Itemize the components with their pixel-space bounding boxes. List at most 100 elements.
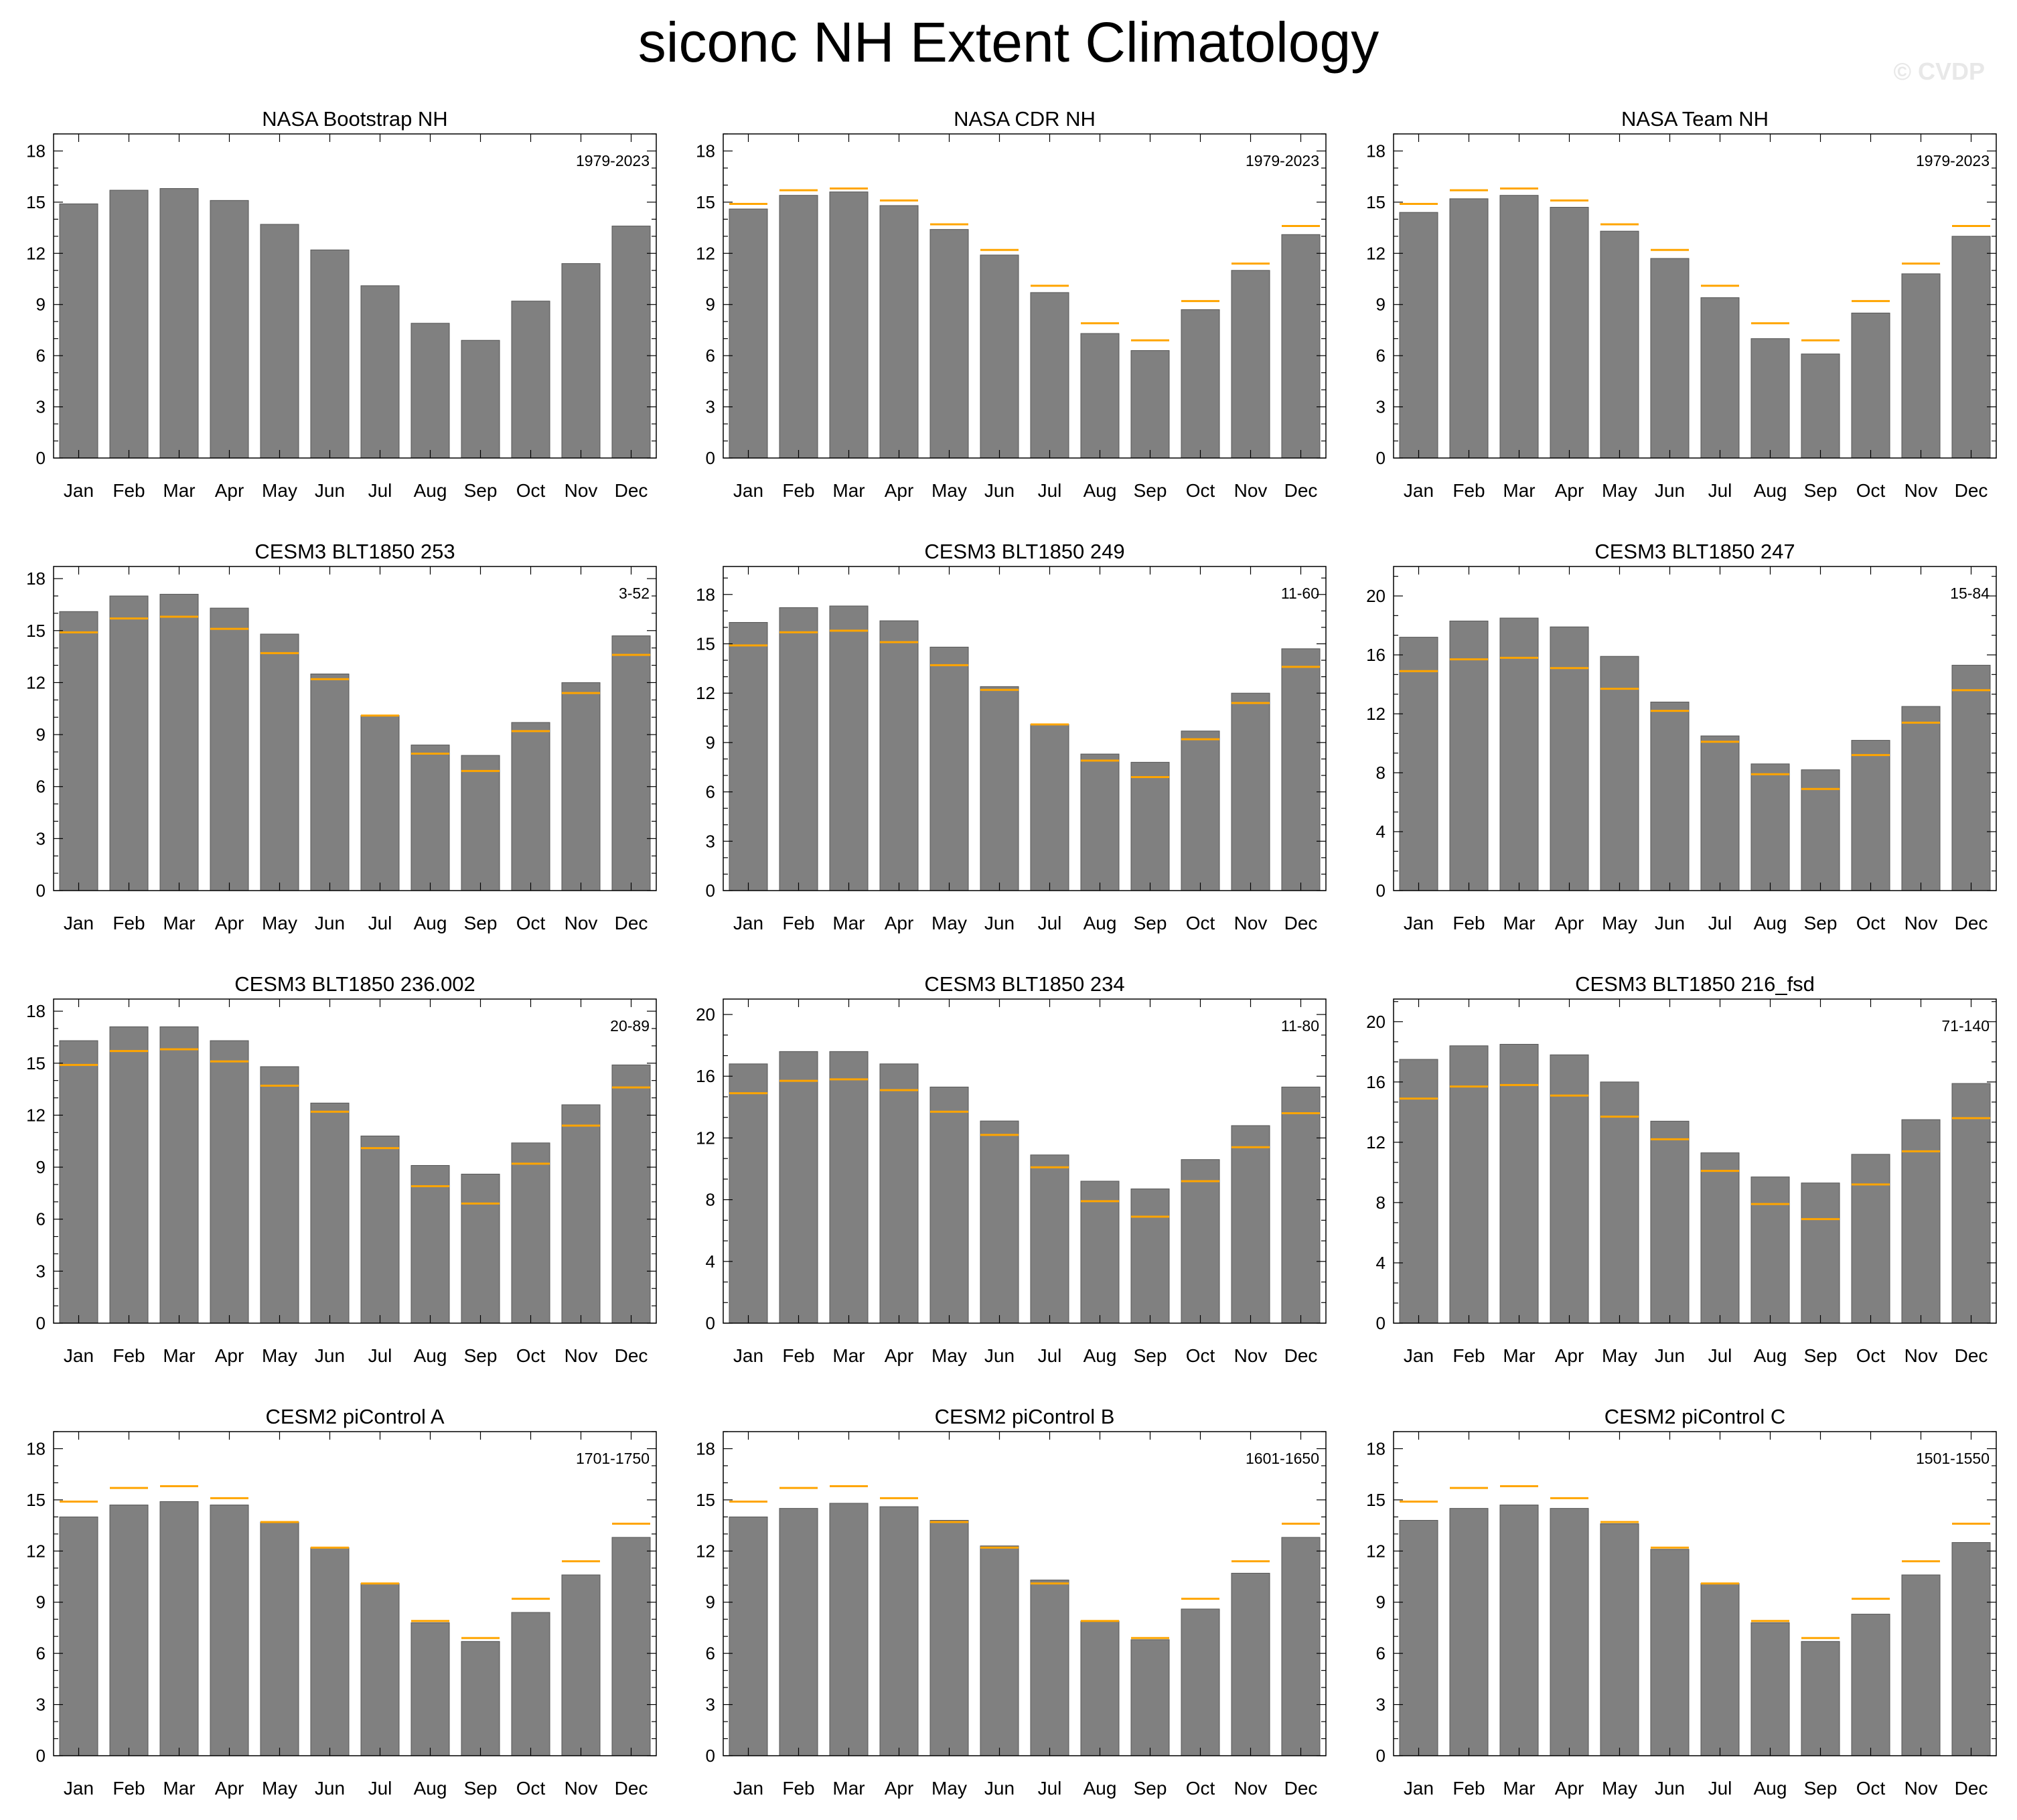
period-label: 15-84: [1950, 585, 1990, 602]
bar-may: [929, 1519, 969, 1756]
x-tick-label: Nov: [565, 1778, 598, 1799]
bar-feb: [779, 1051, 818, 1324]
x-tick-label: May: [262, 1345, 297, 1366]
panel-title: NASA CDR NH: [954, 107, 1096, 131]
x-tick-label: Jun: [315, 480, 345, 501]
y-tick-label: 6: [1376, 346, 1386, 366]
x-tick-label: Mar: [1503, 1778, 1535, 1799]
x-tick-label: Jan: [733, 1778, 763, 1799]
y-tick-label: 12: [1366, 704, 1386, 724]
bar-jul: [1030, 1154, 1069, 1324]
y-tick-label: 0: [706, 1313, 715, 1333]
bar-jan: [729, 1516, 768, 1756]
plot-frame: [723, 566, 1327, 891]
x-tick-label: Jun: [315, 1345, 345, 1366]
x-tick-label: Jun: [984, 913, 1015, 933]
x-tick-label: Mar: [163, 913, 195, 933]
x-tick-label: Aug: [414, 913, 447, 933]
x-tick-label: Oct: [1856, 1778, 1886, 1799]
bar-may: [260, 224, 299, 459]
bar-apr: [210, 200, 249, 459]
x-tick-label: Dec: [1284, 1778, 1318, 1799]
y-tick-label: 12: [696, 243, 715, 263]
x-tick-label: Jan: [733, 480, 763, 501]
x-tick-label: Feb: [113, 480, 145, 501]
x-tick-label: May: [262, 1778, 297, 1799]
x-tick-label: Nov: [1904, 480, 1938, 501]
x-tick-label: Aug: [1084, 480, 1117, 501]
x-tick-label: Sep: [1134, 1345, 1167, 1366]
x-tick-label: Jun: [315, 1778, 345, 1799]
bar-jan: [1399, 637, 1438, 891]
x-tick-label: Dec: [1284, 480, 1318, 501]
bar-jan: [59, 1516, 98, 1756]
bar-jul: [1700, 1152, 1740, 1324]
bar-mar: [159, 593, 199, 891]
x-tick-label: Nov: [1234, 480, 1268, 501]
x-tick-label: Sep: [1134, 480, 1167, 501]
x-tick-label: Dec: [615, 1778, 648, 1799]
y-tick-label: 12: [26, 1541, 46, 1561]
bar-apr: [1550, 1054, 1589, 1324]
main-title: siconc NH Extent Climatology: [638, 11, 1379, 74]
y-tick-label: 18: [696, 141, 715, 161]
bar-apr: [1550, 626, 1589, 891]
x-tick-label: Oct: [516, 480, 546, 501]
x-tick-label: Nov: [565, 1345, 598, 1366]
bar-dec: [1281, 234, 1321, 459]
panel-11: CESM2 piControl B 1601-1650 0 3 6 9 12 15 18 Jan F…: [696, 1405, 1327, 1799]
bar-jul: [360, 715, 400, 891]
plot-frame: [53, 1431, 657, 1756]
panel-8: CESM3 BLT1850 234 11-80 0 4 8 12 16 20 Jan Feb Mar…: [696, 972, 1327, 1366]
bar-nov: [1231, 1572, 1270, 1756]
bar-mar: [1499, 1505, 1539, 1756]
y-tick-label: 9: [1376, 295, 1386, 315]
y-tick-label: 9: [36, 725, 46, 745]
y-tick-label: 9: [1376, 1592, 1386, 1612]
panel-title: CESM2 piControl C: [1604, 1405, 1785, 1428]
bar-sep: [461, 1173, 500, 1324]
x-tick-label: Dec: [615, 480, 648, 501]
x-tick-label: May: [262, 480, 297, 501]
y-tick-label: 15: [1366, 192, 1386, 212]
x-tick-label: Jul: [1708, 1345, 1732, 1366]
x-tick-label: Dec: [1955, 913, 1988, 933]
x-tick-label: Nov: [565, 913, 598, 933]
x-tick-label: Nov: [565, 480, 598, 501]
x-tick-label: Sep: [1804, 913, 1838, 933]
x-tick-label: Jan: [64, 1345, 94, 1366]
y-tick-label: 0: [1376, 1746, 1386, 1766]
bar-jan: [59, 611, 98, 891]
bar-feb: [1449, 1045, 1489, 1324]
x-tick-label: Apr: [1555, 480, 1584, 501]
bar-sep: [1801, 769, 1840, 891]
bar-dec: [1951, 1083, 1991, 1324]
y-tick-label: 12: [696, 1541, 715, 1561]
bar-may: [260, 1066, 299, 1324]
bar-mar: [829, 192, 869, 459]
x-tick-label: Feb: [782, 1778, 814, 1799]
bar-feb: [109, 1026, 149, 1324]
bar-jun: [980, 1120, 1019, 1324]
bar-oct: [511, 722, 550, 891]
y-tick-label: 12: [1366, 1541, 1386, 1561]
bar-nov: [561, 1574, 601, 1756]
y-tick-label: 18: [26, 141, 46, 161]
x-tick-label: Nov: [1904, 913, 1938, 933]
x-tick-label: Jan: [1404, 1345, 1434, 1366]
bar-oct: [1181, 1608, 1220, 1756]
x-tick-label: Feb: [1452, 1345, 1485, 1366]
period-label: 11-80: [1281, 1017, 1319, 1035]
x-tick-label: Jan: [64, 480, 94, 501]
x-tick-label: Sep: [464, 480, 498, 501]
panel-title: CESM2 piControl B: [935, 1405, 1115, 1428]
x-tick-label: Jun: [1655, 913, 1685, 933]
y-tick-label: 3: [1376, 1695, 1386, 1715]
x-tick-label: Sep: [1804, 1778, 1838, 1799]
period-label: 20-89: [610, 1017, 650, 1035]
bar-dec: [1951, 664, 1991, 891]
bar-feb: [109, 189, 149, 459]
y-tick-label: 12: [1366, 243, 1386, 263]
x-tick-label: Aug: [1084, 1778, 1117, 1799]
bar-jul: [360, 1135, 400, 1324]
